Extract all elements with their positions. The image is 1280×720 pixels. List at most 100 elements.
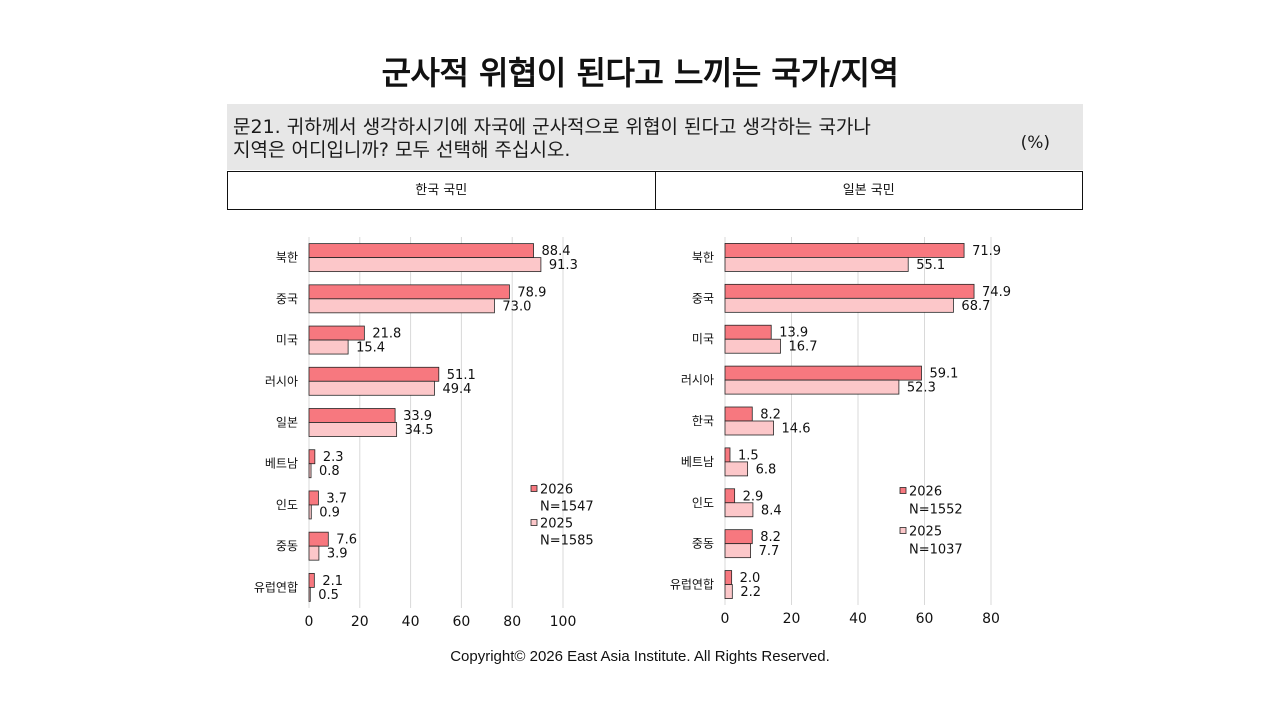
value-label-2025: 0.9: [319, 505, 340, 520]
bar-2026: [724, 324, 772, 340]
bar-2025: [724, 379, 900, 395]
category-label: 러시아: [265, 374, 298, 388]
category-label: 베트남: [265, 457, 298, 471]
category-label: 중동: [276, 539, 298, 553]
bar-2026: [724, 447, 731, 463]
value-label-2025: 2.2: [740, 585, 761, 600]
bar-2026: [308, 408, 396, 423]
bar-2025: [308, 463, 312, 479]
bar-2026: [308, 572, 315, 588]
question-line-2: 지역은 어디입니까? 모두 선택해 주십시오.: [233, 139, 571, 161]
category-label: 인도: [276, 498, 298, 512]
value-label-2026: 59.1: [930, 367, 959, 382]
value-label-2025: 0.8: [319, 464, 340, 479]
value-label-2025: 52.3: [907, 381, 936, 396]
panel-header-japanese-respondents: 일본 국민: [654, 172, 1083, 209]
category-label: 중동: [692, 537, 714, 551]
category-label: 북한: [276, 251, 298, 265]
bar-2026: [724, 570, 733, 585]
bar-2026: [308, 366, 440, 382]
x-tick-label: 60: [916, 611, 934, 627]
value-label-2026: 8.2: [760, 530, 781, 545]
bar-2026: [724, 406, 753, 422]
legend-label-2025: 2025: [540, 517, 573, 532]
value-label-2026: 3.7: [326, 491, 347, 506]
unit-label: (%): [1020, 133, 1050, 153]
value-label-2026: 8.2: [760, 408, 781, 423]
bar-2025: [308, 586, 311, 602]
value-label-2025: 68.7: [961, 299, 990, 314]
category-label: 미국: [276, 333, 298, 347]
bar-2026: [308, 449, 316, 465]
panel-header-korean-respondents: 한국 국민: [415, 183, 468, 198]
bar-chart-korean-respondents: 0 20 40 60 80 100 북한 88.491.3 중국 78.973.0 미국 21.815…: [254, 237, 594, 630]
x-tick-label: 0: [721, 611, 730, 627]
category-label: 미국: [692, 332, 714, 346]
value-label-2026: 51.1: [447, 368, 476, 383]
category-label: 유럽연합: [670, 578, 714, 592]
value-label-2026: 7.6: [336, 533, 357, 548]
bar-2025: [308, 545, 320, 561]
legend-label-2025: 2025: [909, 525, 942, 540]
bar-2026: [308, 325, 365, 341]
bar-2026: [724, 365, 922, 381]
bar-2025: [724, 257, 909, 272]
value-label-2026: 78.9: [517, 285, 546, 300]
value-label-2025: 91.3: [549, 258, 578, 273]
bar-2026: [308, 284, 510, 300]
legend-swatch-2025: [530, 519, 538, 526]
legend-sample-size-2026: N=1552: [909, 503, 963, 518]
value-label-2025: 15.4: [356, 341, 385, 356]
value-label-2026: 2.1: [322, 574, 343, 589]
category-label: 중국: [276, 292, 298, 306]
bar-2026: [308, 490, 319, 506]
value-label-2026: 33.9: [403, 409, 432, 424]
category-label: 중국: [692, 291, 714, 305]
bar-2025: [308, 422, 398, 437]
value-label-2026: 71.9: [972, 244, 1001, 259]
value-label-2025: 55.1: [916, 258, 945, 273]
value-label-2025: 14.6: [782, 422, 811, 437]
bar-2025: [308, 504, 312, 520]
question-line-1: 문21. 귀하께서 생각하시기에 자국에 군사적으로 위협이 된다고 생각하는 …: [233, 116, 871, 138]
bar-2025: [724, 420, 774, 436]
legend-sample-size-2025: N=1585: [540, 534, 594, 549]
x-tick-label: 40: [402, 614, 420, 630]
bar-2026: [308, 243, 534, 259]
value-label-2025: 3.9: [327, 547, 348, 562]
value-label-2026: 21.8: [372, 327, 401, 342]
legend: 2026 N=1547 2025 N=1585: [530, 483, 594, 549]
value-label-2025: 34.5: [405, 423, 434, 438]
category-label: 북한: [692, 250, 714, 264]
legend-sample-size-2026: N=1547: [540, 500, 594, 515]
value-label-2026: 88.4: [542, 244, 571, 259]
legend-swatch-2026: [899, 487, 907, 494]
bar-2025: [308, 298, 495, 314]
value-label-2026: 1.5: [738, 448, 759, 463]
category-label: 일본: [276, 416, 298, 430]
x-tick-label: 20: [351, 614, 369, 630]
bar-2025: [724, 543, 752, 559]
bar-2026: [724, 529, 753, 545]
bar-2026: [724, 283, 975, 299]
bar-2025: [308, 380, 435, 396]
value-label-2025: 8.4: [761, 503, 782, 518]
bar-2025: [724, 297, 954, 313]
value-label-2025: 73.0: [502, 299, 531, 314]
value-label-2026: 2.9: [743, 489, 764, 504]
value-label-2026: 2.3: [323, 450, 344, 465]
legend-label-2026: 2026: [909, 485, 942, 500]
bar-2026: [308, 531, 329, 547]
legend: 2026 N=1552 2025 N=1037: [899, 485, 963, 558]
x-tick-label: 80: [503, 614, 521, 630]
legend-label-2026: 2026: [540, 483, 573, 498]
value-label-2025: 49.4: [442, 382, 471, 397]
x-tick-label: 0: [305, 614, 314, 630]
page-title: 군사적 위협이 된다고 느끼는 국가/지역: [381, 54, 899, 92]
x-tick-label: 20: [783, 611, 801, 627]
value-label-2026: 2.0: [740, 571, 761, 586]
category-label: 러시아: [681, 373, 714, 387]
bar-2025: [724, 502, 754, 518]
value-label-2025: 16.7: [789, 340, 818, 355]
legend-swatch-2025: [899, 527, 907, 534]
